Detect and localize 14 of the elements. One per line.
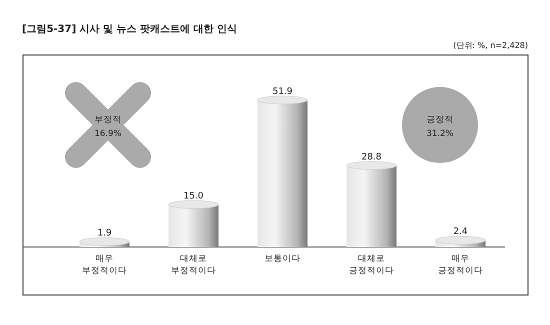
data-label: 2.4: [453, 227, 468, 238]
chart-title: [그림5-37] 시사 및 뉴스 팟캐스트에 대한 인식: [22, 24, 238, 35]
x-tick-label: 매우 부정적이다: [82, 254, 127, 276]
x-tick-label: 매우 긍정적이다: [438, 254, 483, 276]
annotation: 부정적 16.9%: [94, 115, 122, 139]
data-label: 51.9: [272, 87, 293, 97]
chart-subtitle: (단위: %, n=2,428): [453, 41, 528, 50]
x-tick-label: 대체로 긍정적이다: [349, 254, 394, 276]
x-tick-label: 보통이다: [264, 254, 300, 264]
data-label: 1.9: [97, 228, 112, 239]
data-label: 15.0: [183, 192, 204, 202]
data-label: 28.8: [361, 152, 382, 162]
x-tick-label: 대체로 부정적이다: [171, 254, 216, 276]
annotation: 긍정적 31.2%: [426, 115, 454, 139]
